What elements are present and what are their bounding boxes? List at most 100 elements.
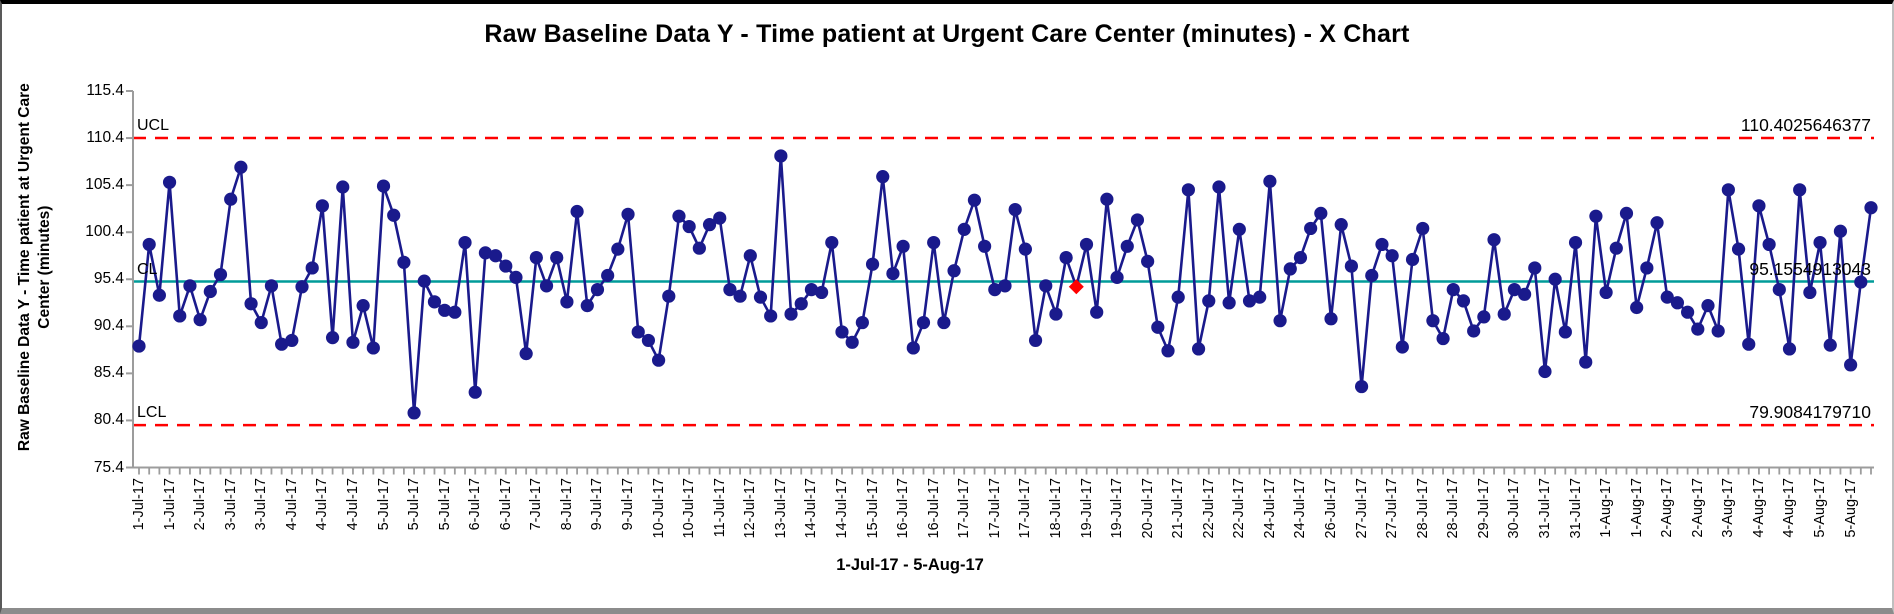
data-point[interactable] <box>1467 324 1481 338</box>
data-point[interactable] <box>560 295 574 309</box>
data-point[interactable] <box>855 315 869 330</box>
data-point[interactable] <box>1558 325 1572 339</box>
data-point[interactable] <box>794 297 808 311</box>
data-point[interactable] <box>1762 237 1776 252</box>
data-point[interactable] <box>346 335 360 349</box>
data-point[interactable] <box>611 242 625 256</box>
data-point[interactable] <box>468 385 482 399</box>
data-point[interactable] <box>865 257 880 271</box>
data-point[interactable] <box>162 175 177 189</box>
data-point[interactable] <box>509 270 523 284</box>
data-point[interactable] <box>1365 268 1379 283</box>
data-point[interactable] <box>580 299 594 313</box>
data-point[interactable] <box>1528 261 1542 275</box>
data-point[interactable] <box>601 268 615 283</box>
data-point[interactable] <box>1395 340 1409 354</box>
data-point[interactable] <box>570 204 584 219</box>
data-point[interactable] <box>1385 249 1399 263</box>
data-point[interactable] <box>784 307 798 321</box>
data-point[interactable] <box>590 283 605 297</box>
data-point[interactable] <box>1487 233 1501 247</box>
data-point[interactable] <box>275 337 289 351</box>
data-point[interactable] <box>1660 290 1674 304</box>
data-point[interactable] <box>1813 235 1827 250</box>
data-point[interactable] <box>1691 322 1705 336</box>
data-point[interactable] <box>366 341 380 355</box>
data-point[interactable] <box>1293 251 1308 265</box>
data-point[interactable] <box>1456 294 1471 308</box>
data-point[interactable] <box>957 222 971 236</box>
data-point[interactable] <box>1436 331 1450 346</box>
data-point[interactable] <box>1752 199 1766 213</box>
data-point[interactable] <box>1161 344 1175 358</box>
data-point[interactable] <box>702 218 717 232</box>
data-point[interactable] <box>305 261 319 275</box>
data-point[interactable] <box>438 303 452 317</box>
data-point[interactable] <box>1599 285 1613 300</box>
data-point[interactable] <box>213 267 228 282</box>
data-point[interactable] <box>1477 310 1491 324</box>
data-point[interactable] <box>1110 270 1124 284</box>
data-point[interactable] <box>1049 307 1063 321</box>
data-point[interactable] <box>407 406 421 420</box>
data-point[interactable] <box>662 289 676 303</box>
data-point[interactable] <box>1833 224 1848 238</box>
data-point[interactable] <box>1130 213 1145 227</box>
data-point[interactable] <box>478 246 492 260</box>
data-point[interactable] <box>978 239 992 253</box>
data-point[interactable] <box>1681 305 1695 319</box>
data-point[interactable] <box>1518 287 1532 301</box>
data-point[interactable] <box>224 192 238 206</box>
data-point[interactable] <box>1334 218 1348 232</box>
data-point[interactable] <box>845 335 859 349</box>
data-point[interactable] <box>295 280 309 294</box>
data-point[interactable] <box>550 251 564 265</box>
data-point[interactable] <box>376 179 391 193</box>
data-point[interactable] <box>1538 364 1552 379</box>
data-point[interactable] <box>1854 275 1868 289</box>
data-point[interactable] <box>1171 290 1185 304</box>
data-point[interactable] <box>967 193 982 207</box>
data-point[interactable] <box>448 305 462 319</box>
data-point[interactable] <box>998 279 1012 293</box>
data-point[interactable] <box>896 239 910 253</box>
data-point[interactable] <box>397 255 411 269</box>
data-point[interactable] <box>1273 314 1287 328</box>
plot-area[interactable] <box>2 4 1892 608</box>
data-point[interactable] <box>1283 262 1297 276</box>
data-point[interactable] <box>1018 242 1032 256</box>
data-point[interactable] <box>1405 252 1420 267</box>
data-point[interactable] <box>988 283 1002 297</box>
data-point[interactable] <box>1782 342 1797 356</box>
data-point[interactable] <box>1191 342 1206 356</box>
data-point[interactable] <box>1324 312 1338 326</box>
data-point[interactable] <box>753 290 768 304</box>
data-point[interactable] <box>1314 206 1328 220</box>
data-point[interactable] <box>1222 296 1236 310</box>
data-point[interactable] <box>1568 235 1583 250</box>
data-point[interactable] <box>1823 338 1837 352</box>
data-point[interactable] <box>947 264 961 278</box>
data-point[interactable] <box>682 219 696 234</box>
data-point[interactable] <box>234 160 248 174</box>
data-point[interactable] <box>499 259 513 273</box>
data-point[interactable] <box>906 341 920 355</box>
data-point[interactable] <box>1151 320 1165 334</box>
data-point[interactable] <box>733 289 747 303</box>
data-point[interactable] <box>1232 222 1246 236</box>
data-point[interactable] <box>427 295 442 309</box>
data-point[interactable] <box>1864 201 1878 215</box>
data-point[interactable] <box>1742 337 1756 351</box>
data-point[interactable] <box>631 325 645 339</box>
data-point[interactable] <box>916 315 931 330</box>
data-point[interactable] <box>1793 183 1807 197</box>
data-point[interactable] <box>1212 180 1226 194</box>
data-point[interactable] <box>1059 251 1073 265</box>
special-data-point-red-diamond[interactable] <box>1068 279 1084 295</box>
data-point[interactable] <box>713 211 727 225</box>
data-point[interactable] <box>1416 221 1430 236</box>
data-point[interactable] <box>1619 206 1634 220</box>
data-point[interactable] <box>1630 300 1644 315</box>
data-point[interactable] <box>1844 358 1858 372</box>
data-point[interactable] <box>1028 333 1043 348</box>
